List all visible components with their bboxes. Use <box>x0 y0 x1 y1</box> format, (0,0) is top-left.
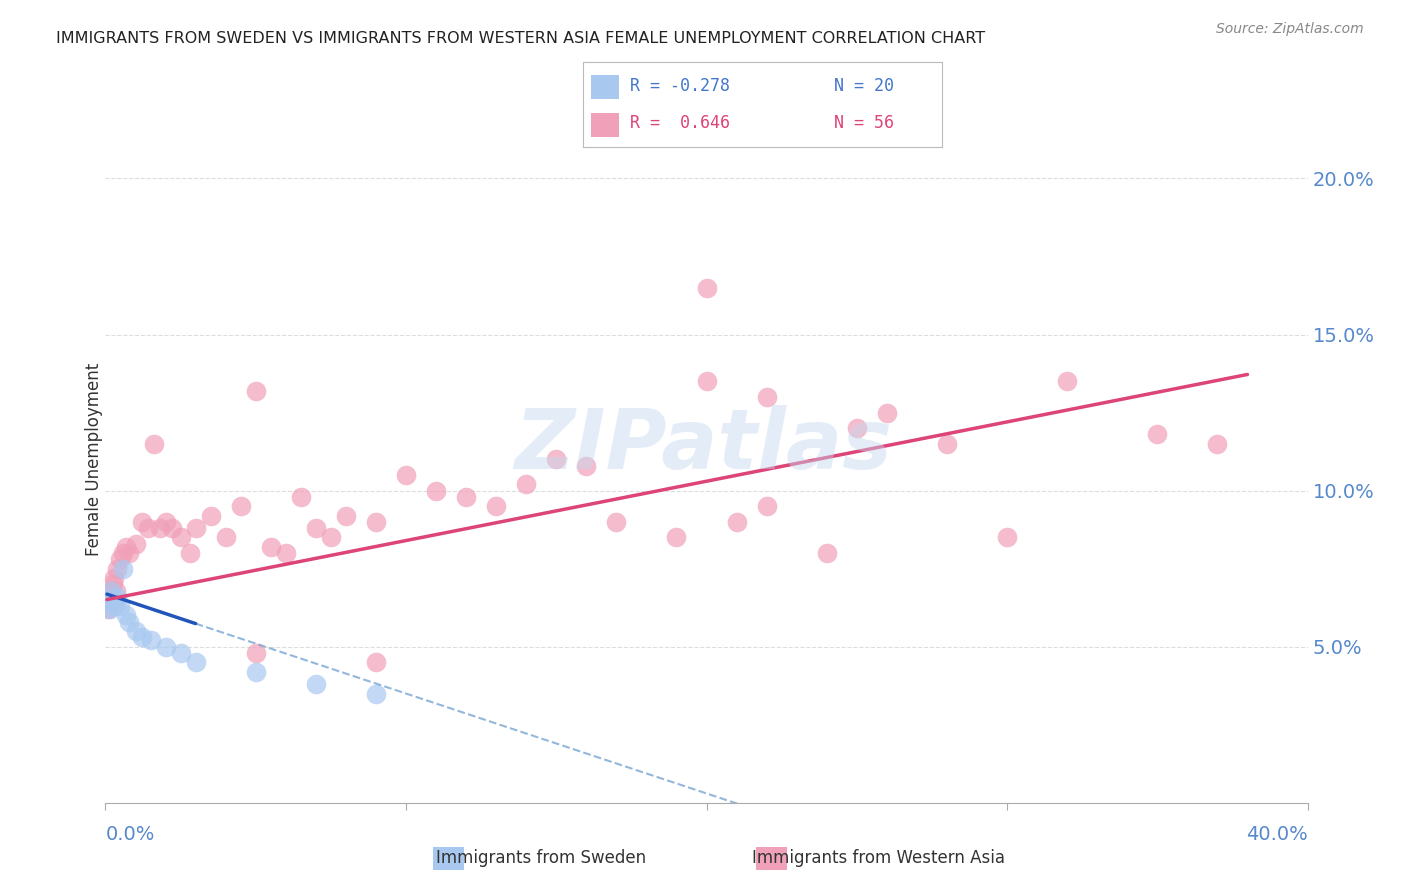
Point <box>107 562 129 576</box>
Point <box>136 521 159 535</box>
Point <box>305 677 328 691</box>
Point <box>364 687 387 701</box>
Point <box>305 521 328 535</box>
Text: Source: ZipAtlas.com: Source: ZipAtlas.com <box>1216 22 1364 37</box>
Text: R =  0.646: R = 0.646 <box>630 114 730 132</box>
Point <box>100 583 122 598</box>
Text: IMMIGRANTS FROM SWEDEN VS IMMIGRANTS FROM WESTERN ASIA FEMALE UNEMPLOYMENT CORRE: IMMIGRANTS FROM SWEDEN VS IMMIGRANTS FRO… <box>56 31 986 46</box>
Point <box>118 615 141 629</box>
Point <box>575 458 598 473</box>
Point <box>515 477 537 491</box>
Point <box>665 530 688 544</box>
Text: ZIPatlas: ZIPatlas <box>515 406 891 486</box>
Point <box>260 540 283 554</box>
Point <box>155 515 177 529</box>
Point <box>425 483 447 498</box>
Point <box>115 608 138 623</box>
Point <box>118 546 141 560</box>
Point <box>364 515 387 529</box>
Point <box>936 437 959 451</box>
Bar <box>591 113 620 137</box>
Point <box>245 384 267 398</box>
Point <box>155 640 177 654</box>
Point <box>290 490 312 504</box>
Point <box>1206 437 1229 451</box>
Point <box>101 577 124 591</box>
Point <box>98 593 121 607</box>
Point <box>546 452 568 467</box>
Point <box>214 530 236 544</box>
Point <box>160 521 183 535</box>
Text: 0.0%: 0.0% <box>105 824 155 844</box>
Point <box>179 546 201 560</box>
Point <box>845 421 868 435</box>
Point <box>104 596 127 610</box>
Point <box>605 515 627 529</box>
Point <box>274 546 297 560</box>
Point <box>107 590 129 604</box>
Point <box>245 646 267 660</box>
Point <box>1056 375 1078 389</box>
Text: N = 20: N = 20 <box>834 78 894 95</box>
Point <box>148 521 170 535</box>
Point <box>101 599 124 614</box>
Text: Immigrants from Western Asia: Immigrants from Western Asia <box>752 849 1005 867</box>
Point <box>696 375 718 389</box>
Point <box>755 390 778 404</box>
Point <box>1146 427 1168 442</box>
Point <box>98 602 121 616</box>
Point <box>139 633 162 648</box>
Text: N = 56: N = 56 <box>834 114 894 132</box>
Point <box>229 500 252 514</box>
Point <box>169 530 191 544</box>
Point <box>97 602 120 616</box>
Point <box>456 490 478 504</box>
Point <box>112 546 135 560</box>
Y-axis label: Female Unemployment: Female Unemployment <box>86 363 103 556</box>
Point <box>110 599 132 614</box>
Point <box>755 500 778 514</box>
Point <box>115 540 138 554</box>
Point <box>245 665 267 679</box>
Point <box>395 468 418 483</box>
Point <box>364 655 387 669</box>
Point <box>815 546 838 560</box>
Point <box>142 437 165 451</box>
Point <box>103 571 125 585</box>
Point <box>876 406 898 420</box>
Point <box>103 593 125 607</box>
Point <box>112 562 135 576</box>
Text: 40.0%: 40.0% <box>1246 824 1308 844</box>
Point <box>725 515 748 529</box>
Point <box>184 655 207 669</box>
Bar <box>591 75 620 99</box>
Point <box>124 624 146 639</box>
Point <box>995 530 1018 544</box>
Text: Immigrants from Sweden: Immigrants from Sweden <box>436 849 647 867</box>
Point <box>485 500 508 514</box>
Point <box>696 281 718 295</box>
Point <box>110 552 132 566</box>
Text: R = -0.278: R = -0.278 <box>630 78 730 95</box>
Point <box>104 583 127 598</box>
Point <box>319 530 342 544</box>
Point <box>184 521 207 535</box>
Point <box>200 508 222 523</box>
Point <box>100 583 122 598</box>
Point <box>169 646 191 660</box>
Point <box>97 593 120 607</box>
Point <box>131 631 153 645</box>
Point <box>131 515 153 529</box>
Point <box>335 508 357 523</box>
Point <box>124 537 146 551</box>
